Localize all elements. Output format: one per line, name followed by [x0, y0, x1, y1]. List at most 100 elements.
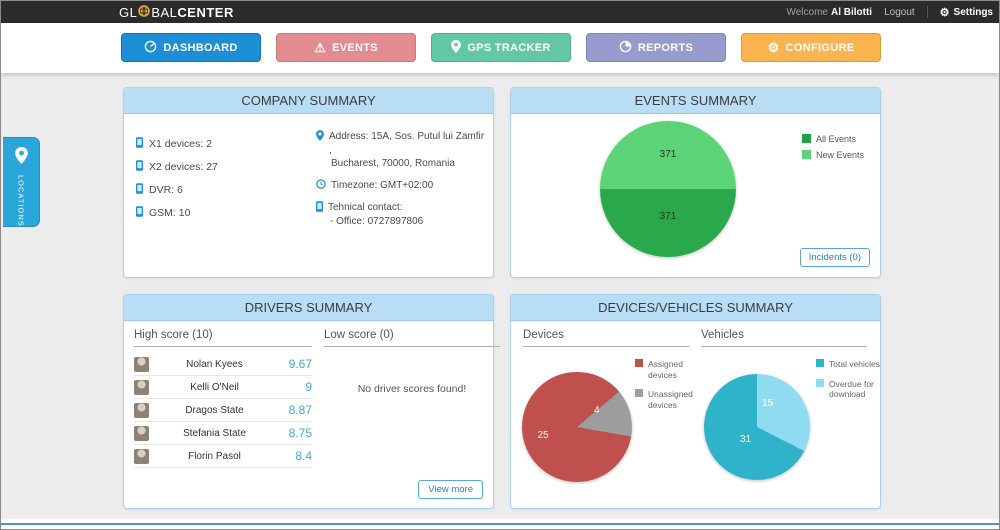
vehicles-pie-chart: 31 15: [704, 374, 810, 480]
device-count-item: DVR: 6: [136, 178, 218, 201]
driver-row[interactable]: Kelli O'Neil 9: [134, 376, 312, 399]
globe-icon: [137, 4, 151, 20]
driver-score: 9.67: [288, 357, 312, 371]
driver-row[interactable]: Florin Pasol 8.4: [134, 445, 312, 468]
mobile-device-icon: [136, 136, 143, 151]
driver-avatar: [134, 448, 149, 464]
driver-name: Nolan Kyees: [186, 358, 243, 370]
nav-tab-dashboard[interactable]: DASHBOARD: [121, 33, 261, 62]
nav-label: REPORTS: [637, 41, 694, 54]
device-count-item: X2 devices: 27: [136, 155, 218, 178]
drivers-summary-title: DRIVERS SUMMARY: [124, 295, 493, 321]
company-address: Address: 15A, Sos. Putul lui Zamfir , Buc…: [316, 130, 488, 171]
driver-row[interactable]: Stefania State 8.75: [134, 422, 312, 445]
company-summary-title: COMPANY SUMMARY: [124, 88, 493, 114]
vehicles-subheader: Vehicles: [701, 329, 867, 347]
total-vehicles-value: 31: [740, 434, 752, 445]
legend-item-overdue: Overdue for download: [816, 378, 883, 400]
driver-score: 8.87: [288, 403, 312, 417]
overdue-swatch: [816, 378, 824, 387]
events-summary-panel: EVENTS SUMMARY All Events New Events 371…: [510, 87, 881, 278]
settings-link[interactable]: ⚙ Settings: [940, 6, 993, 19]
bottom-accent-line: [1, 523, 999, 525]
assigned-swatch: [635, 359, 643, 367]
warning-icon: ⚠: [314, 40, 327, 55]
content-area: COMPANY SUMMARY X1 devices: 2 X2 devices…: [1, 73, 999, 519]
driver-avatar: [134, 379, 149, 395]
nav-label: DASHBOARD: [163, 41, 238, 54]
nav-label: CONFIGURE: [785, 41, 855, 54]
gear-icon: ⚙: [939, 6, 950, 19]
company-summary-panel: COMPANY SUMMARY X1 devices: 2 X2 devices…: [123, 87, 494, 278]
company-technical-contact: Tehnical contact: - Office: 0727897806: [316, 201, 488, 228]
pie-chart-icon: [619, 40, 632, 56]
mobile-device-icon: [136, 182, 143, 197]
driver-score: 9: [305, 380, 312, 394]
topbar-right: Welcome Al Bilotti Logout ⚙ Settings: [786, 1, 993, 23]
driver-row[interactable]: Nolan Kyees 9.67: [134, 353, 312, 376]
map-pin-icon: [451, 39, 462, 56]
total-vehicles-swatch: [816, 359, 824, 367]
all-events-value: 371: [659, 211, 677, 222]
locations-side-tab[interactable]: LOCATIONS: [3, 137, 40, 227]
assigned-devices-value: 25: [537, 430, 549, 441]
nav-tab-reports[interactable]: REPORTS: [586, 33, 726, 62]
events-summary-title: EVENTS SUMMARY: [511, 88, 880, 114]
company-timezone: Timezone: GMT+02:00: [316, 178, 488, 194]
driver-avatar: [134, 356, 149, 372]
devices-vehicles-title: DEVICES/VEHICLES SUMMARY: [511, 295, 880, 321]
driver-name: Stefania State: [183, 427, 246, 439]
driver-score: 8.75: [288, 426, 312, 440]
events-pie-chart: 371 371: [600, 121, 736, 257]
driver-name: Florin Pasol: [188, 450, 241, 462]
legend-item-new-events: New Events: [801, 150, 864, 160]
topbar-divider: [926, 6, 928, 18]
device-count-item: GSM: 10: [136, 201, 218, 224]
legend-item-all-events: All Events: [801, 134, 864, 144]
logout-link[interactable]: Logout: [884, 6, 915, 18]
high-score-list: Nolan Kyees 9.67 Kelli O'Neil 9 Dragos S…: [134, 353, 312, 468]
unassigned-devices-value: 4: [594, 405, 600, 416]
logo-part2: BAL: [151, 4, 178, 20]
events-legend: All Events New Events: [801, 134, 864, 160]
driver-name: Dragos State: [185, 404, 244, 416]
vehicles-legend: Total vehicles Overdue for download: [816, 359, 883, 400]
legend-item-total-vehicles: Total vehicles: [816, 359, 883, 370]
high-score-column: High score (10) Nolan Kyees 9.67 Kelli O…: [134, 329, 312, 468]
new-events-value: 371: [659, 149, 677, 160]
driver-score: 8.4: [295, 449, 312, 463]
driver-name: Kelli O'Neil: [190, 381, 239, 393]
unassigned-swatch: [635, 389, 643, 398]
legend-item-assigned: Assigned devices: [635, 359, 702, 380]
low-score-column: Low score (0) No driver scores found!: [324, 329, 500, 395]
no-scores-message: No driver scores found!: [357, 383, 467, 395]
logo-part1: GL: [119, 4, 138, 20]
incidents-button[interactable]: Incidents (0): [799, 248, 870, 267]
mobile-device-icon: [136, 205, 143, 220]
driver-row[interactable]: Dragos State 8.87: [134, 399, 312, 422]
high-score-header: High score (10): [134, 329, 312, 347]
settings-label: Settings: [953, 6, 993, 18]
driver-avatar: [134, 402, 149, 418]
locations-tab-label: LOCATIONS: [16, 175, 26, 227]
overdue-vehicles-value: 15: [762, 398, 774, 409]
welcome-text: Welcome Al Bilotti: [786, 6, 873, 18]
phone-icon: [316, 201, 323, 228]
nav-tab-configure[interactable]: ⚙ CONFIGURE: [741, 33, 881, 62]
nav-tab-events[interactable]: ⚠ EVENTS: [276, 33, 416, 62]
navbar: DASHBOARD ⚠ EVENTS GPS TRACKER REPORTS ⚙…: [1, 23, 999, 73]
nav-label: GPS TRACKER: [467, 41, 551, 54]
location-pin-icon: [14, 147, 28, 169]
devices-subheader: Devices: [523, 329, 689, 347]
nav-tab-gps-tracker[interactable]: GPS TRACKER: [431, 33, 571, 62]
view-more-button[interactable]: View more: [418, 480, 483, 499]
devices-pie-chart: 25 4: [522, 372, 632, 482]
gauge-icon: [144, 40, 157, 56]
address-pin-icon: [316, 130, 324, 171]
devices-legend: Assigned devices Unassigned devices: [635, 359, 702, 411]
logo[interactable]: GL BAL CENTER: [119, 1, 234, 23]
nav-label: EVENTS: [332, 41, 378, 54]
drivers-summary-panel: DRIVERS SUMMARY High score (10) Nolan Ky…: [123, 294, 500, 509]
devices-vehicles-panel: DEVICES/VEHICLES SUMMARY Devices Vehicle…: [510, 294, 881, 509]
